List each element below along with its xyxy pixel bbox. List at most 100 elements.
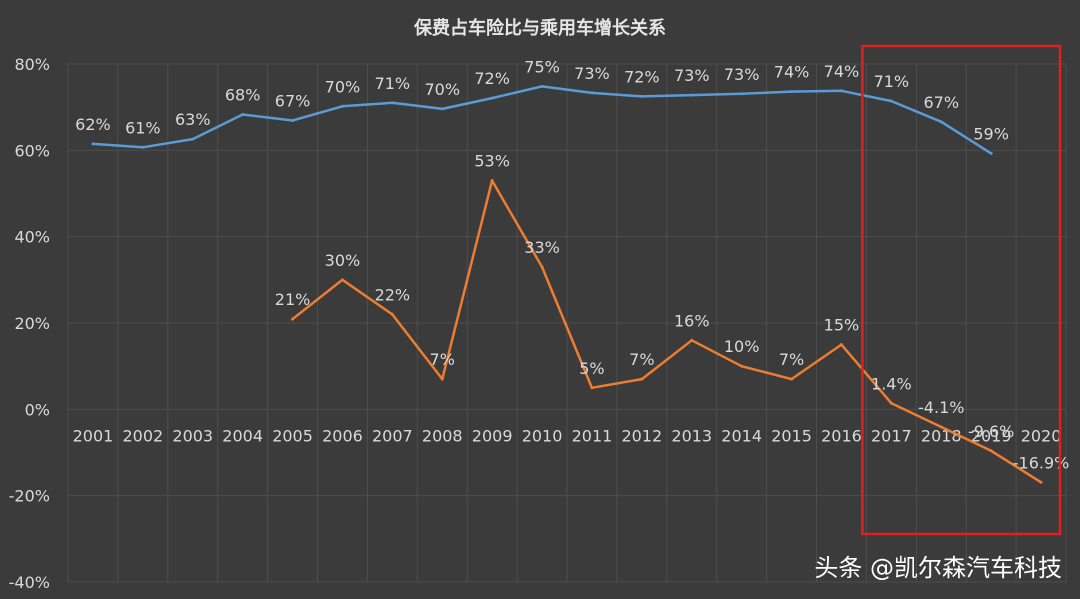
series-1-point: [690, 93, 694, 97]
x-tick-label: 2020: [1021, 426, 1062, 445]
series-1-point: [939, 120, 943, 124]
series-2-data-label: 1.4%: [871, 374, 912, 393]
series-2-point: [889, 401, 893, 405]
x-tick-label: 2007: [372, 426, 413, 445]
series-2-data-label: 22%: [375, 285, 411, 304]
series-1-point: [540, 84, 544, 88]
series-2-point: [740, 364, 744, 368]
series-2-point: [939, 425, 943, 429]
series-2-data-label: 16%: [674, 311, 710, 330]
series-2-data-label: 30%: [325, 251, 361, 270]
series-1-data-label: 71%: [874, 72, 910, 91]
y-tick-label: -20%: [9, 487, 50, 506]
series-1-data-label: 72%: [474, 69, 510, 88]
x-tick-label: 2016: [821, 426, 862, 445]
series-2-line: [291, 179, 1042, 484]
series-1-data-label: 74%: [774, 63, 810, 82]
series-1-data-label: 71%: [375, 74, 411, 93]
series-2-data-label: 7%: [629, 350, 654, 369]
series-2-data-label: -9.6%: [968, 422, 1014, 441]
x-tick-label: 2010: [522, 426, 563, 445]
series-1-data-label: 74%: [824, 62, 860, 81]
series-2-data-label: 5%: [579, 359, 604, 378]
series-2-point: [291, 317, 295, 321]
series-2-point: [640, 377, 644, 381]
series-2-point: [590, 386, 594, 390]
series-1-data-label: 75%: [524, 57, 560, 76]
x-tick-label: 2005: [272, 426, 313, 445]
x-tick-label: 2009: [472, 426, 513, 445]
y-tick-label: 80%: [14, 55, 50, 74]
series-2-data-label: 7%: [430, 350, 455, 369]
series-1-point: [490, 96, 494, 100]
series-2-point: [340, 278, 344, 282]
series-1-data-label: 73%: [724, 65, 760, 84]
highlight-box: [861, 44, 1062, 536]
series-1-data-label: 73%: [674, 66, 710, 85]
series-1-point: [590, 91, 594, 95]
series-1-data-label: 61%: [125, 118, 161, 137]
series-1-point: [390, 101, 394, 105]
series-2-point: [839, 343, 843, 347]
x-tick-label: 2019: [971, 426, 1012, 445]
watermark: 头条 @凯尔森汽车科技: [814, 554, 1062, 582]
y-tick-label: -40%: [9, 573, 50, 592]
x-tick-label: 2015: [771, 426, 812, 445]
series-1-data-label: 73%: [574, 64, 610, 83]
x-tick-label: 2003: [172, 426, 213, 445]
series-2-data-label: 10%: [724, 337, 760, 356]
series-1-point: [340, 104, 344, 108]
series-2-point: [1039, 480, 1043, 484]
series-1-point: [291, 119, 295, 123]
x-tick-label: 2018: [921, 426, 962, 445]
x-tick-label: 2017: [871, 426, 912, 445]
series-1-point: [640, 94, 644, 98]
series-2-point: [540, 265, 544, 269]
series-2-data-label: 33%: [524, 238, 560, 257]
series-2-data-label: 53%: [474, 152, 510, 171]
series-2-data-label: -4.1%: [918, 398, 964, 417]
series-1-data-label: 67%: [923, 93, 959, 112]
y-tick-label: 60%: [14, 141, 50, 160]
y-tick-label: 20%: [14, 314, 50, 333]
series-1-point: [740, 92, 744, 96]
series-1-point: [889, 99, 893, 103]
series-2-data-label: 15%: [824, 316, 860, 335]
x-tick-label: 2012: [621, 426, 662, 445]
series-1-data-label: 63%: [175, 110, 211, 129]
series-1-data-label: 68%: [225, 86, 261, 105]
x-tick-label: 2013: [671, 426, 712, 445]
series-1-data-label: 59%: [973, 124, 1009, 143]
series-1-point: [790, 90, 794, 94]
series-1-point: [191, 137, 195, 141]
series-1-data-label: 70%: [424, 80, 460, 99]
series-1-point: [141, 145, 145, 149]
series-2-data-label: 21%: [275, 290, 311, 309]
series-1-data-label: 72%: [624, 67, 660, 86]
series-2-point: [790, 377, 794, 381]
series-1-point: [440, 107, 444, 111]
x-tick-label: 2002: [122, 426, 163, 445]
x-tick-label: 2011: [572, 426, 613, 445]
x-tick-label: 2014: [721, 426, 762, 445]
series-2-point: [690, 338, 694, 342]
series-1-point: [91, 142, 95, 146]
x-tick-label: 2008: [422, 426, 463, 445]
series-2-data-label: 7%: [779, 350, 804, 369]
series-1-data-label: 70%: [325, 77, 361, 96]
series-1-data-label: 67%: [275, 92, 311, 111]
series-2-point: [989, 449, 993, 453]
x-tick-label: 2006: [322, 426, 363, 445]
series-2-point: [490, 179, 494, 183]
y-tick-label: 0%: [25, 400, 50, 419]
series-1-point: [989, 151, 993, 155]
series-1-data-label: 62%: [75, 115, 111, 134]
x-tick-label: 2001: [73, 426, 114, 445]
series-2-point: [440, 377, 444, 381]
y-tick-label: 40%: [14, 228, 50, 247]
series-1-point: [839, 89, 843, 93]
series-2-point: [390, 312, 394, 316]
chart-title: 保费占车险比与乘用车增长关系: [414, 18, 666, 39]
